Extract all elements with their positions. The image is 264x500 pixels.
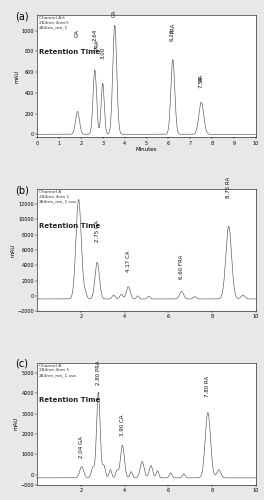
Text: Retention Time: Retention Time: [39, 50, 100, 56]
Text: (b): (b): [15, 185, 29, 195]
Text: Channel A
284nm 4nm 1
284nm_nm_1.ssa: Channel A 284nm 4nm 1 284nm_nm_1.ssa: [39, 364, 77, 377]
Text: 6.20: 6.20: [170, 28, 175, 40]
Text: FRA: FRA: [170, 23, 175, 34]
Text: 6.60 FRA: 6.60 FRA: [179, 254, 184, 279]
Y-axis label: mAU: mAU: [15, 70, 20, 83]
Text: 3.00: 3.00: [100, 47, 105, 59]
Text: 2.04 GA: 2.04 GA: [79, 436, 84, 458]
Y-axis label: mAU: mAU: [14, 417, 19, 430]
X-axis label: Minutes: Minutes: [136, 147, 157, 152]
Text: CA: CA: [112, 10, 117, 18]
Text: (c): (c): [15, 359, 28, 369]
Text: 8.75 RA: 8.75 RA: [226, 177, 231, 199]
Text: (a): (a): [15, 12, 29, 22]
Text: GA: GA: [75, 29, 80, 37]
Text: Channel A®
284nm 4nm®
284nm_nm_1: Channel A® 284nm 4nm® 284nm_nm_1: [39, 16, 70, 30]
Y-axis label: mAU: mAU: [11, 244, 16, 256]
Text: 7.80 RA: 7.80 RA: [205, 376, 210, 397]
Text: 2.75 GA: 2.75 GA: [95, 220, 100, 242]
Text: 4.17 CA: 4.17 CA: [126, 250, 131, 272]
Text: 7.50: 7.50: [198, 76, 203, 88]
Text: RA: RA: [199, 74, 204, 81]
Text: 2.80 PRA: 2.80 PRA: [96, 360, 101, 384]
Text: 3.90 CA: 3.90 CA: [120, 414, 125, 436]
Text: PRA: PRA: [94, 40, 99, 50]
Text: Retention Time: Retention Time: [39, 397, 100, 403]
Text: Channel A
284nm 4nm 1
284nm_nm_1.ssa: Channel A 284nm 4nm 1 284nm_nm_1.ssa: [39, 190, 77, 203]
Text: Retention Time: Retention Time: [39, 223, 100, 229]
Text: 2.64: 2.64: [92, 28, 97, 40]
